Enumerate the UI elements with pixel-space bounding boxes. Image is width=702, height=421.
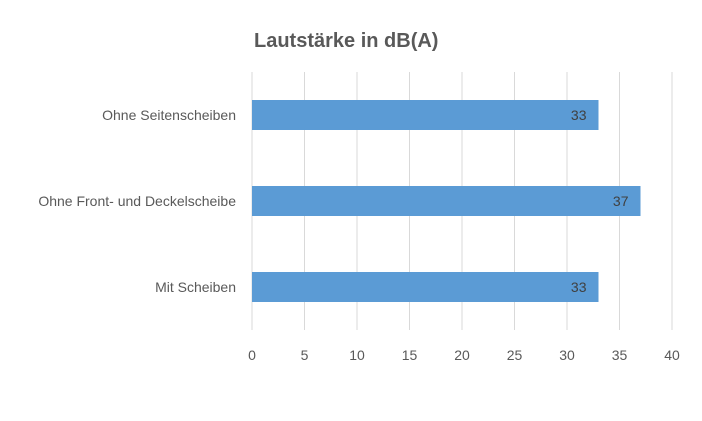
bar bbox=[252, 272, 599, 302]
bar bbox=[252, 186, 641, 216]
x-tick-label: 25 bbox=[507, 347, 523, 363]
data-label: 33 bbox=[571, 107, 587, 123]
category-label: Mit Scheiben bbox=[155, 279, 236, 295]
bar bbox=[252, 100, 599, 130]
x-tick-label: 20 bbox=[454, 347, 470, 363]
x-tick-label: 15 bbox=[402, 347, 418, 363]
x-tick-label: 35 bbox=[612, 347, 628, 363]
x-tick-label: 10 bbox=[349, 347, 365, 363]
category-label: Ohne Seitenscheiben bbox=[102, 107, 236, 123]
x-tick-label: 30 bbox=[559, 347, 575, 363]
x-tick-label: 0 bbox=[248, 347, 256, 363]
category-label: Ohne Front- und Deckelscheibe bbox=[38, 193, 236, 209]
data-label: 33 bbox=[571, 279, 587, 295]
data-label: 37 bbox=[613, 193, 629, 209]
x-tick-label: 5 bbox=[301, 347, 309, 363]
chart-title: Lautstärke in dB(A) bbox=[254, 30, 439, 52]
x-tick-label: 40 bbox=[664, 347, 680, 363]
